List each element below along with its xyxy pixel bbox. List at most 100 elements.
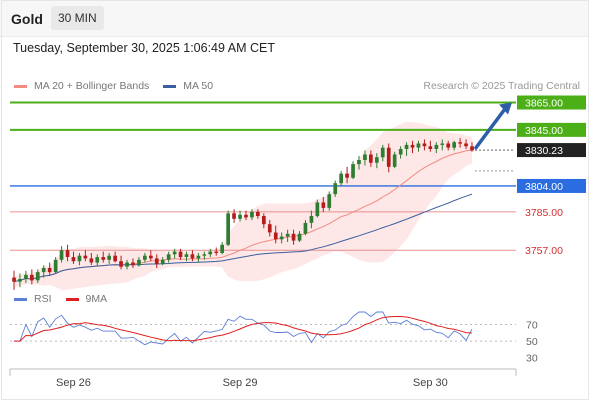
- projection-arrow-head: [499, 102, 512, 115]
- candle-body: [279, 236, 284, 240]
- candle-body: [422, 143, 427, 147]
- candle-body: [345, 173, 349, 178]
- candle: [77, 252, 82, 266]
- candle-body: [18, 279, 22, 282]
- level-tag-3804.00: [517, 178, 586, 193]
- candle: [53, 257, 58, 274]
- candle: [184, 251, 189, 262]
- candle: [470, 142, 474, 152]
- candle: [12, 270, 16, 290]
- candle: [256, 209, 260, 219]
- candle: [83, 250, 88, 262]
- candle-body: [59, 250, 64, 260]
- candle-body: [53, 259, 58, 273]
- candle-body: [12, 277, 16, 282]
- rsi-tick-70: 70: [526, 319, 538, 331]
- candle-body: [333, 183, 338, 195]
- level-label-3830.23: 3830.23: [525, 145, 563, 157]
- candle: [339, 170, 343, 186]
- rsi-legend: RSI 9MA: [14, 293, 121, 305]
- candle: [452, 140, 456, 151]
- legend-swatch-9ma: [65, 297, 79, 301]
- candle: [125, 259, 129, 270]
- candle-body: [35, 272, 40, 281]
- level-tag-3865.00: [517, 95, 586, 110]
- candle-body: [375, 157, 379, 163]
- candle: [267, 220, 272, 237]
- candle: [41, 265, 46, 278]
- main-legend: MA 20 + Bollinger Bands MA 50: [14, 80, 227, 92]
- candle: [149, 250, 153, 262]
- candle-body: [464, 143, 468, 147]
- candle-body: [327, 194, 332, 208]
- candle: [380, 144, 385, 162]
- legend-item-rsi: RSI: [14, 293, 52, 305]
- candle-body: [262, 216, 266, 225]
- candle: [351, 161, 355, 180]
- candle-body: [470, 146, 474, 151]
- candle-body: [190, 254, 195, 259]
- candle: [458, 138, 462, 148]
- research-credit: Research © 2025 Trading Central: [423, 80, 580, 92]
- candle-body: [47, 268, 52, 273]
- candle: [202, 251, 207, 260]
- candle-body: [196, 255, 201, 259]
- candle-body: [220, 244, 224, 253]
- rsi-tick-30: 30: [526, 353, 538, 365]
- rsi-tick-50: 50: [526, 336, 538, 348]
- candle: [291, 229, 296, 245]
- candle-body: [178, 251, 183, 258]
- candle: [65, 244, 70, 262]
- candle-body: [184, 254, 189, 257]
- candle-body: [226, 213, 230, 245]
- candle: [410, 140, 415, 154]
- candle: [297, 231, 302, 243]
- timeframe-button[interactable]: 30 MIN: [51, 6, 104, 30]
- candle-body: [149, 255, 153, 259]
- legend-label-rsi: RSI: [34, 293, 52, 305]
- candle: [285, 229, 290, 243]
- candle: [375, 153, 379, 169]
- candle: [178, 248, 183, 260]
- level-label-3757.00: 3757.00: [525, 245, 563, 257]
- candle: [196, 252, 201, 263]
- candle-body: [440, 143, 445, 145]
- candle: [214, 247, 219, 256]
- legend-swatch-ma20: [14, 84, 27, 88]
- candle: [363, 150, 367, 166]
- legend-swatch-rsi: [14, 297, 27, 301]
- candle-body: [160, 259, 165, 264]
- candle-body: [315, 202, 320, 217]
- candle-body: [398, 149, 403, 155]
- candle: [143, 252, 147, 263]
- level-label-3845.00: 3845.00: [525, 125, 563, 137]
- x-tick-label: Sep 30: [413, 377, 448, 389]
- candle-body: [30, 274, 34, 281]
- candle-body: [458, 142, 462, 144]
- candle-body: [273, 232, 278, 240]
- legend-label-9ma: 9MA: [85, 293, 108, 305]
- x-tick-label: Sep 26: [56, 377, 91, 389]
- candle: [250, 209, 254, 221]
- candle: [273, 225, 278, 244]
- candle-body: [131, 262, 135, 266]
- symbol-title: Gold: [11, 11, 43, 27]
- candle: [208, 248, 213, 258]
- level-tag-3830.23: [517, 143, 586, 158]
- header-bar: Gold 30 MIN: [0, 0, 588, 37]
- candle: [244, 210, 248, 221]
- candle-body: [297, 233, 302, 241]
- candle-body: [380, 147, 385, 158]
- candle: [95, 254, 100, 267]
- rsi-9ma-line: [14, 316, 473, 342]
- candle-body: [83, 255, 88, 259]
- candle-body: [113, 255, 117, 262]
- candle-body: [244, 214, 248, 218]
- candle-body: [256, 211, 260, 216]
- candle: [30, 269, 34, 285]
- candle: [172, 248, 177, 259]
- level-label-3785.00: 3785.00: [525, 207, 563, 219]
- candle: [238, 210, 242, 222]
- candle: [303, 220, 308, 236]
